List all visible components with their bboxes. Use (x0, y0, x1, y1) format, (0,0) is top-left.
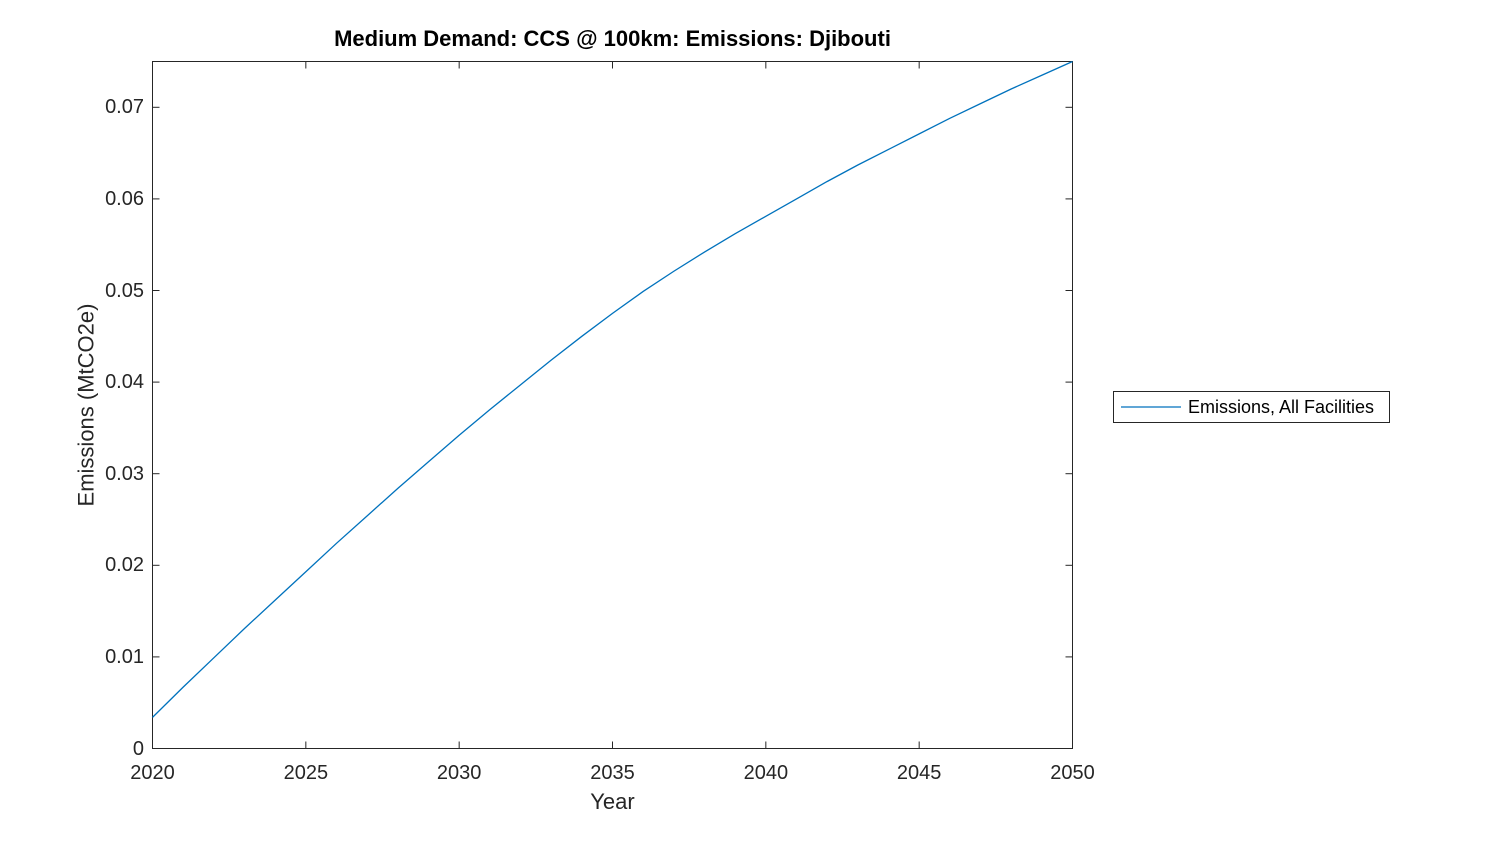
x-tick-label: 2020 (130, 762, 175, 784)
y-tick-label: 0.04 (105, 371, 144, 394)
y-tick-label: 0.05 (105, 279, 144, 302)
axes-box (152, 61, 1073, 749)
x-tick-label: 2035 (590, 762, 635, 784)
legend-entry-label: Emissions, All Facilities (1188, 396, 1375, 417)
y-tick-label: 0 (132, 737, 144, 760)
x-tick-label: 2040 (743, 762, 789, 784)
y-tick-label: 0.06 (105, 187, 144, 210)
y-tick-label: 0.02 (105, 554, 144, 577)
y-tick-label: 0.01 (105, 645, 144, 668)
y-axis-label: Emissions (MtCO2e) (74, 304, 99, 507)
x-tick-label: 2025 (283, 762, 329, 784)
y-tick-label: 0.07 (105, 96, 144, 119)
x-axis-label: Year (590, 789, 635, 814)
chart-title: Medium Demand: CCS @ 100km: Emissions: D… (334, 26, 891, 51)
y-tick-label: 0.03 (105, 462, 144, 485)
legend-box: Emissions, All Facilities (1113, 391, 1390, 423)
series-line (152, 60, 1073, 718)
x-tick-label: 2045 (896, 762, 942, 784)
x-tick-label: 2050 (1050, 762, 1095, 784)
x-tick-label: 2030 (436, 762, 482, 784)
legend-line-sample (1121, 406, 1181, 408)
